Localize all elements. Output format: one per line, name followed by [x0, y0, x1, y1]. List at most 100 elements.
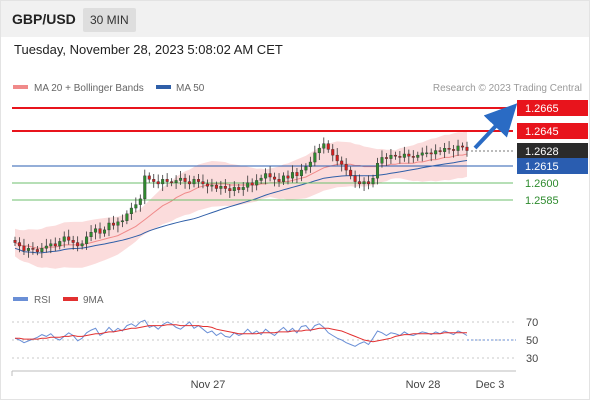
- candle-body: [255, 180, 259, 186]
- candle-body: [456, 145, 460, 151]
- candle-body: [241, 187, 245, 190]
- candle-body: [161, 179, 165, 185]
- candle-body: [299, 169, 303, 177]
- rsi-ma-legend-label: 9MA: [83, 295, 104, 306]
- candle-body: [174, 180, 178, 183]
- candle-body: [67, 236, 71, 241]
- symbol-title: GBP/USD: [12, 11, 76, 27]
- candle-body: [103, 229, 107, 234]
- candle-body: [438, 150, 442, 152]
- candle-body: [111, 222, 115, 226]
- candle-body: [228, 188, 232, 191]
- candle-body: [393, 154, 397, 157]
- candle-body: [358, 181, 362, 185]
- candle-body: [286, 175, 290, 179]
- rsi-tick-30: 30: [526, 353, 538, 365]
- projection-arrow: [473, 103, 518, 150]
- x-label-nov28: Nov 28: [406, 379, 441, 391]
- candle-body: [205, 183, 209, 187]
- candle-body: [49, 243, 53, 247]
- candle-body: [429, 152, 433, 155]
- candle-body: [246, 182, 250, 188]
- rsi-tick-50: 50: [526, 335, 538, 347]
- ma20-legend-swatch: [13, 85, 28, 89]
- candle-body: [179, 177, 183, 181]
- candle-body: [273, 176, 277, 180]
- candle-body: [58, 241, 62, 247]
- candle-body: [416, 154, 420, 158]
- candle-body: [411, 156, 415, 158]
- candle-body: [237, 187, 241, 190]
- candle-body: [35, 249, 39, 252]
- candle-body: [349, 169, 353, 177]
- candle-body: [340, 160, 344, 165]
- resistance-value-2: 1.2645: [525, 126, 559, 138]
- candle-body: [367, 181, 371, 185]
- candle-body: [17, 242, 21, 247]
- candle-body: [196, 179, 200, 182]
- candle-body: [313, 152, 317, 163]
- timeframe-selector[interactable]: 30 MIN: [83, 8, 136, 32]
- candle-body: [80, 243, 84, 247]
- candle-body: [264, 173, 268, 179]
- pivot-tag: [517, 158, 588, 174]
- candle-body: [331, 149, 335, 156]
- candle-body: [425, 152, 429, 155]
- rsi-legend-swatch: [13, 297, 28, 301]
- candle-body: [290, 172, 294, 179]
- candle-body: [398, 156, 402, 158]
- candle-body: [447, 148, 451, 150]
- candle-body: [40, 248, 44, 252]
- timestamp: Tuesday, November 28, 2023 5:08:02 AM CE…: [14, 42, 283, 57]
- candle-body: [353, 175, 357, 182]
- ma20-line: [14, 153, 468, 249]
- resistance-value-1: 1.2665: [525, 103, 559, 115]
- candle-body: [219, 185, 223, 189]
- candle-body: [116, 221, 120, 226]
- candle-body: [201, 181, 205, 185]
- candle-body: [156, 181, 160, 185]
- candle-body: [384, 157, 388, 159]
- current-price-value: 1.2628: [525, 146, 559, 158]
- candle-body: [192, 179, 196, 185]
- candle-body: [165, 179, 169, 182]
- resistance-tag-1: [517, 100, 588, 116]
- candle-body: [308, 161, 312, 167]
- candle-body: [326, 143, 330, 150]
- rsi-ma-line: [15, 324, 467, 343]
- candle-body: [22, 245, 26, 251]
- candle-body: [362, 181, 366, 185]
- candle-body: [322, 143, 326, 149]
- candle-body: [317, 148, 321, 154]
- candle-body: [371, 177, 375, 185]
- ma50-line: [14, 160, 468, 254]
- candle-body: [129, 207, 133, 215]
- support-value-1: 1.2600: [525, 178, 559, 190]
- candle-body: [53, 243, 57, 247]
- x-label-nov27: Nov 27: [191, 379, 226, 391]
- candle-body: [94, 228, 98, 233]
- current-price-tag: [517, 143, 588, 159]
- pivot-value: 1.2615: [525, 161, 559, 173]
- candle-body: [407, 153, 411, 157]
- x-label-dec3: Dec 3: [476, 379, 505, 391]
- candle-body: [452, 149, 456, 151]
- candle-body: [380, 157, 384, 164]
- candle-body: [120, 220, 124, 223]
- research-credit: Research © 2023 Trading Central: [433, 83, 582, 94]
- candle-body: [375, 162, 379, 179]
- candle-body: [295, 172, 299, 177]
- candle-body: [170, 181, 174, 183]
- candle-body: [232, 187, 236, 192]
- candle-body: [465, 146, 469, 151]
- candle-body: [420, 152, 424, 156]
- candle-body: [344, 164, 348, 171]
- candle-body: [282, 175, 286, 182]
- rsi-tick-70: 70: [526, 317, 538, 329]
- candle-body: [44, 245, 48, 249]
- candle-body: [223, 185, 227, 189]
- candle-body: [259, 177, 263, 181]
- candle-body: [125, 213, 129, 221]
